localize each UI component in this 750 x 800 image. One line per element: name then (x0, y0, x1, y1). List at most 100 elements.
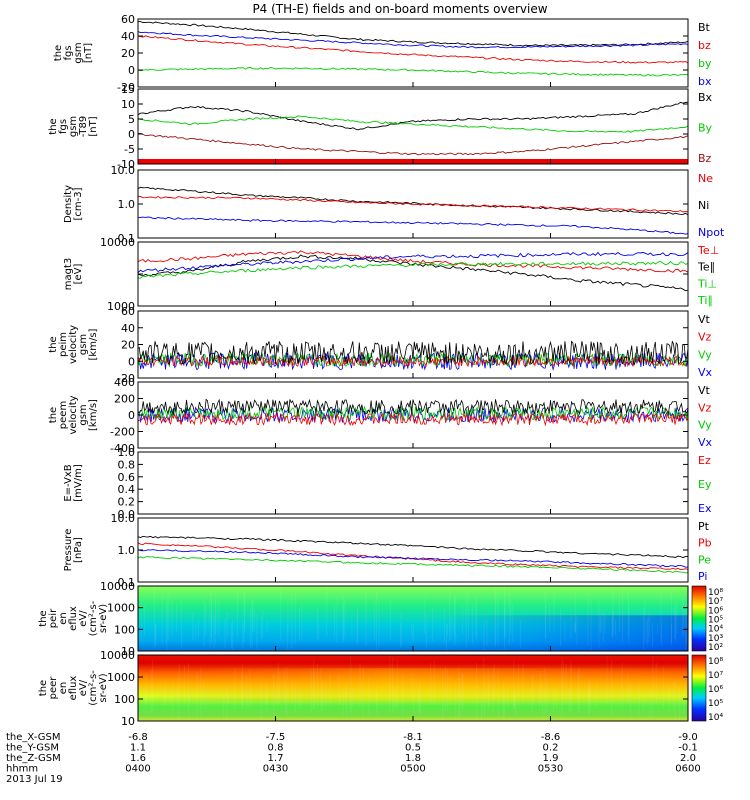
y-tick-label: 1000 (107, 602, 135, 615)
series-1-line (137, 186, 689, 216)
footer-value: 0400 (125, 764, 150, 775)
y-tick-label: 0.1 (118, 232, 136, 245)
y-axis-label: [cm-3] (73, 187, 84, 220)
colorbar-tick-label: 10⁴ (708, 625, 723, 635)
series-2-line (137, 195, 689, 213)
y-tick-label: 0 (128, 355, 135, 368)
series-1-line (137, 535, 689, 559)
legend-label: Vx (698, 366, 713, 379)
footer-value: 0.5 (405, 743, 421, 754)
footer-value: 1.1 (130, 743, 146, 754)
y-tick-label: 1.0 (118, 544, 136, 557)
y-tick-label: 40 (121, 30, 135, 43)
y-axis-label: the (48, 118, 59, 134)
legend-label: Pe (698, 553, 711, 566)
footer-value: 0.8 (268, 743, 284, 754)
panel-frame (137, 241, 689, 307)
legend-label: Ey (698, 478, 712, 491)
colorbar-tick-label: 10⁵ (708, 699, 723, 709)
footer-value: 1.7 (268, 753, 284, 764)
y-tick-label: -10 (117, 158, 135, 171)
colorbar (691, 654, 707, 722)
footer-row-label: the_Y-GSM (6, 743, 59, 754)
y-axis-label: E=-VxB (63, 464, 74, 501)
y-axis-label: velocity (68, 395, 79, 434)
legend-label: Ez (698, 454, 711, 467)
y-tick-label: 15 (121, 83, 135, 96)
y-tick-label: 60 (121, 305, 135, 318)
y-axis-label: [nT] (83, 43, 94, 63)
y-tick-label: -200 (110, 426, 135, 439)
colorbar-tick-label: 10² (708, 643, 723, 653)
footer-row-label: the_Z-GSM (6, 753, 61, 764)
footer-value: 1.8 (405, 753, 421, 764)
y-axis-label: gsm (78, 404, 89, 425)
y-axis-label: magt3 (63, 258, 74, 291)
colorbar-tick-label: 10³ (708, 634, 723, 644)
y-tick-label: 0.0 (118, 508, 136, 521)
footer-value: 0530 (538, 764, 563, 775)
y-tick-label: 10 (121, 645, 135, 658)
series-3-line (137, 549, 689, 568)
y-axis-label: -T89 (78, 116, 89, 138)
y-tick-label: 100 (114, 693, 135, 706)
legend-label: bx (698, 75, 712, 88)
footer-value: 2.0 (680, 753, 696, 764)
legend-label: by (698, 57, 712, 70)
series-3-line (137, 251, 689, 274)
legend-label: Ni (698, 199, 709, 212)
colorbar-tick-label: 10⁸ (708, 657, 723, 667)
footer-value: -8.6 (541, 732, 561, 743)
y-axis-label: [nT] (88, 116, 99, 136)
y-axis-label: [mV/m] (73, 464, 84, 502)
footer-value: -9.0 (678, 732, 698, 743)
panel-8: 10.0 1.0 0.1 Pressure [nPa] Pt Pb Pe Pi (63, 512, 712, 589)
legend-label: Ex (698, 502, 712, 515)
colorbar-tick-label: 10⁷ (708, 597, 723, 607)
legend-label: Pi (698, 570, 707, 583)
chart-title: P4 (TH-E) fields and on-board moments ov… (252, 2, 547, 16)
y-tick-label: -5 (124, 143, 135, 156)
series-4-line (137, 340, 689, 366)
footer-value: -7.5 (266, 732, 286, 743)
y-tick-label: 10000 (100, 236, 135, 249)
y-axis-label: peim (58, 332, 69, 357)
y-axis-label: [nPa] (73, 537, 84, 563)
series-4-line (137, 556, 689, 574)
y-tick-label: 0.8 (118, 458, 136, 471)
y-tick-label: 0 (128, 409, 135, 422)
colorbar-tick-label: 10⁶ (708, 685, 723, 695)
series-1-line (137, 352, 689, 371)
y-axis-label: peem (58, 401, 69, 429)
panel-9: 10000 1000 100 10 the peir en eflux eV/(cm²-s-sr… (38, 580, 723, 658)
panel-7: 1.00.80.60.40.20.0 E=-VxB [mV/m] Ez Ey Ex (63, 446, 712, 521)
footer-row-label: hhmm (6, 764, 38, 775)
colorbar (691, 585, 707, 652)
series-1-line (137, 250, 689, 273)
legend-label: Vy (698, 348, 712, 361)
colorbar-tick-label: 10⁵ (708, 616, 723, 626)
footer-value: -6.8 (128, 732, 148, 743)
panel-10: 10000 1000 100 10 the peer en eflux eV/(cm²-s-sr… (38, 649, 723, 728)
y-axis-label: peir (48, 608, 59, 628)
y-axis-label: the (38, 610, 49, 626)
y-axis-label: eV/ (78, 610, 89, 627)
y-tick-label: -20 (117, 81, 135, 94)
footer-value: 0.2 (543, 743, 559, 754)
series-4-line (137, 260, 689, 279)
series-3-line (137, 132, 689, 156)
footer-value: -0.1 (678, 743, 698, 754)
panel-frame (137, 451, 689, 515)
series-1-line (137, 101, 689, 131)
series-2-line (137, 31, 689, 49)
y-axis-label: fgs (58, 119, 69, 134)
y-axis-label: eflux (68, 676, 79, 701)
y-tick-label: -400 (110, 442, 135, 455)
y-axis-label: [km/s] (88, 399, 99, 431)
y-tick-label: 0.4 (118, 483, 136, 496)
y-tick-label: 0.6 (118, 471, 136, 484)
panel-5: 60 40 20 0 -20 the peim velocity gsm [km/s] Vt Vz Vy… (48, 305, 713, 385)
y-tick-label: 1.0 (118, 198, 136, 211)
legend-label: Pb (698, 537, 712, 550)
y-tick-label: 20 (121, 47, 135, 60)
